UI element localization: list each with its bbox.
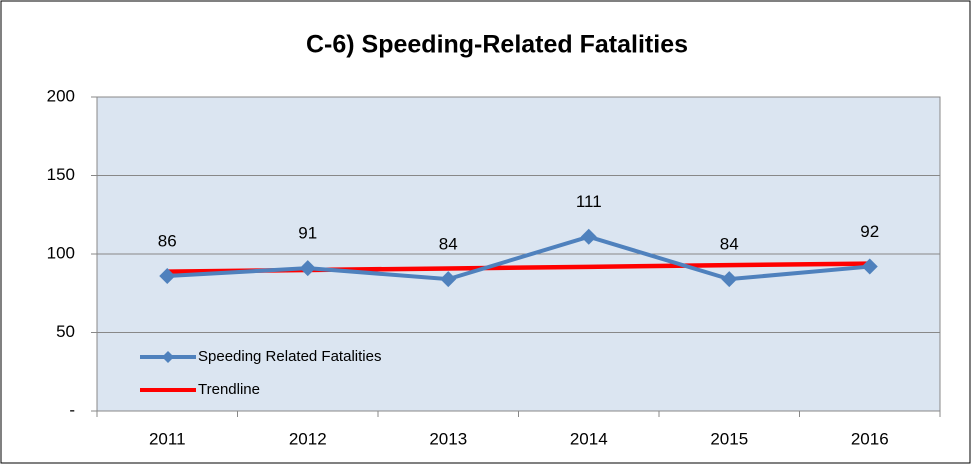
x-tick-label: 2014 bbox=[570, 429, 608, 448]
x-tick-label: 2013 bbox=[429, 429, 467, 448]
data-point bbox=[159, 267, 176, 284]
legend-label: Trendline bbox=[198, 381, 260, 398]
data-label: 91 bbox=[298, 224, 317, 243]
y-tick-label: 100 bbox=[47, 243, 75, 262]
data-point bbox=[440, 271, 457, 288]
legend-marker bbox=[162, 351, 174, 363]
x-tick-label: 2015 bbox=[710, 429, 748, 448]
data-label: 84 bbox=[439, 235, 458, 254]
data-point bbox=[580, 228, 597, 245]
x-tick-label: 2012 bbox=[289, 429, 327, 448]
chart-title: C-6) Speeding-Related Fatalities bbox=[306, 31, 688, 59]
data-label: 84 bbox=[720, 235, 739, 254]
y-tick-label: 150 bbox=[47, 165, 75, 184]
data-line bbox=[167, 234, 870, 282]
data-label: 111 bbox=[576, 192, 602, 211]
data-point bbox=[299, 260, 316, 277]
data-label: 92 bbox=[860, 222, 879, 241]
legend-label: Speeding Related Fatalities bbox=[198, 348, 381, 365]
y-tick-label: 50 bbox=[56, 322, 75, 341]
x-tick-label: 2011 bbox=[149, 429, 186, 448]
data-label: 86 bbox=[158, 231, 177, 250]
x-tick-label: 2016 bbox=[851, 429, 889, 448]
data-point bbox=[721, 271, 738, 288]
data-point bbox=[861, 258, 878, 275]
y-tick-label: 200 bbox=[47, 86, 75, 105]
y-tick-label: - bbox=[69, 400, 75, 419]
